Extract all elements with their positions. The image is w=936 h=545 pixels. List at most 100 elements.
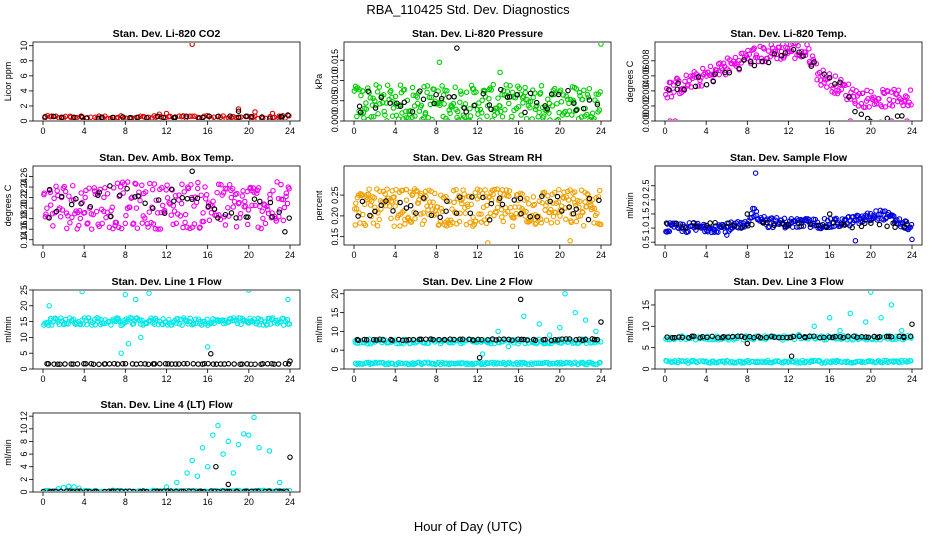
data-point [395,116,402,120]
data-point [267,199,274,206]
data-point [58,315,64,321]
data-point [127,114,133,120]
outlier-point [240,431,247,437]
data-point [899,113,905,119]
data-point [586,195,593,202]
outlier-point [909,321,915,327]
data-point [821,334,827,341]
data-point [555,199,562,205]
x-tick-label: 16 [825,374,835,384]
data-point [61,183,68,190]
y-tick-label: 10 [19,41,29,51]
data-point [412,215,418,222]
data-point [397,103,404,109]
data-point [739,360,745,366]
x-tick-label: 0 [40,250,45,260]
data-point [846,94,852,100]
data-point [840,334,847,341]
data-point [381,108,387,115]
data-point [558,99,565,105]
data-point [281,204,288,211]
data-point [64,225,70,232]
data-point [462,204,468,211]
data-point [378,94,385,101]
data-point [78,190,84,196]
data-point [111,360,117,367]
data-point [221,487,228,491]
data-point [352,200,359,206]
x-tick-label: 12 [161,374,171,384]
points-layer [352,291,604,368]
data-point [258,225,264,232]
y-tick-label: 6 [19,452,29,457]
data-point [584,91,591,98]
data-point [366,186,372,192]
outlier-point [285,296,291,303]
data-point [415,200,422,206]
data-point [218,487,225,491]
y-tick-label: 20 [330,289,340,299]
data-point [790,43,796,47]
data-point [401,86,408,93]
data-point [591,336,598,343]
data-point [373,337,380,343]
data-point [178,200,185,207]
data-point [230,315,237,321]
data-point [518,210,524,217]
data-point [65,321,71,327]
outlier-point [454,45,460,51]
data-point [446,198,452,204]
data-point [821,71,827,77]
data-point [781,215,788,222]
data-point [571,189,578,195]
outlier-point [256,445,262,451]
data-point [85,220,91,226]
outlier-point [847,118,853,120]
data-point [685,360,691,366]
data-point [62,188,69,195]
plot-frame [654,289,923,370]
data-point [155,197,162,203]
data-point [81,361,87,367]
y-tick-label: 10 [19,332,29,342]
data-point [280,196,287,203]
data-point [354,113,360,120]
data-point [908,358,914,364]
data-point [802,49,809,55]
data-point [273,488,279,491]
data-point [182,219,188,226]
data-point [355,213,361,219]
data-point [460,336,466,343]
data-point [907,224,914,230]
data-point [407,202,414,209]
data-point [237,315,244,321]
data-point [180,488,187,491]
data-point [93,208,100,215]
y-tick-label: 0.26 [19,168,29,186]
data-point [278,181,284,188]
x-tick-label: 20 [866,250,876,260]
data-point [408,219,415,225]
data-point [51,361,57,367]
data-point [765,48,772,54]
data-point [589,336,595,342]
data-point [480,90,487,97]
data-point [279,114,285,120]
data-point [778,53,785,59]
x-tick-label: 24 [907,126,917,136]
x-tick-label: 12 [472,126,482,136]
data-point [107,183,113,189]
points-layer [41,168,292,235]
data-point [888,334,895,340]
data-point [248,488,255,491]
data-point [176,192,182,198]
data-point [214,318,220,324]
data-point [538,220,545,226]
data-point [83,488,90,491]
data-point [265,210,272,217]
data-point [211,488,218,491]
outlier-point [598,319,604,325]
data-point [570,210,577,217]
data-point [365,116,372,120]
data-point [517,195,524,202]
